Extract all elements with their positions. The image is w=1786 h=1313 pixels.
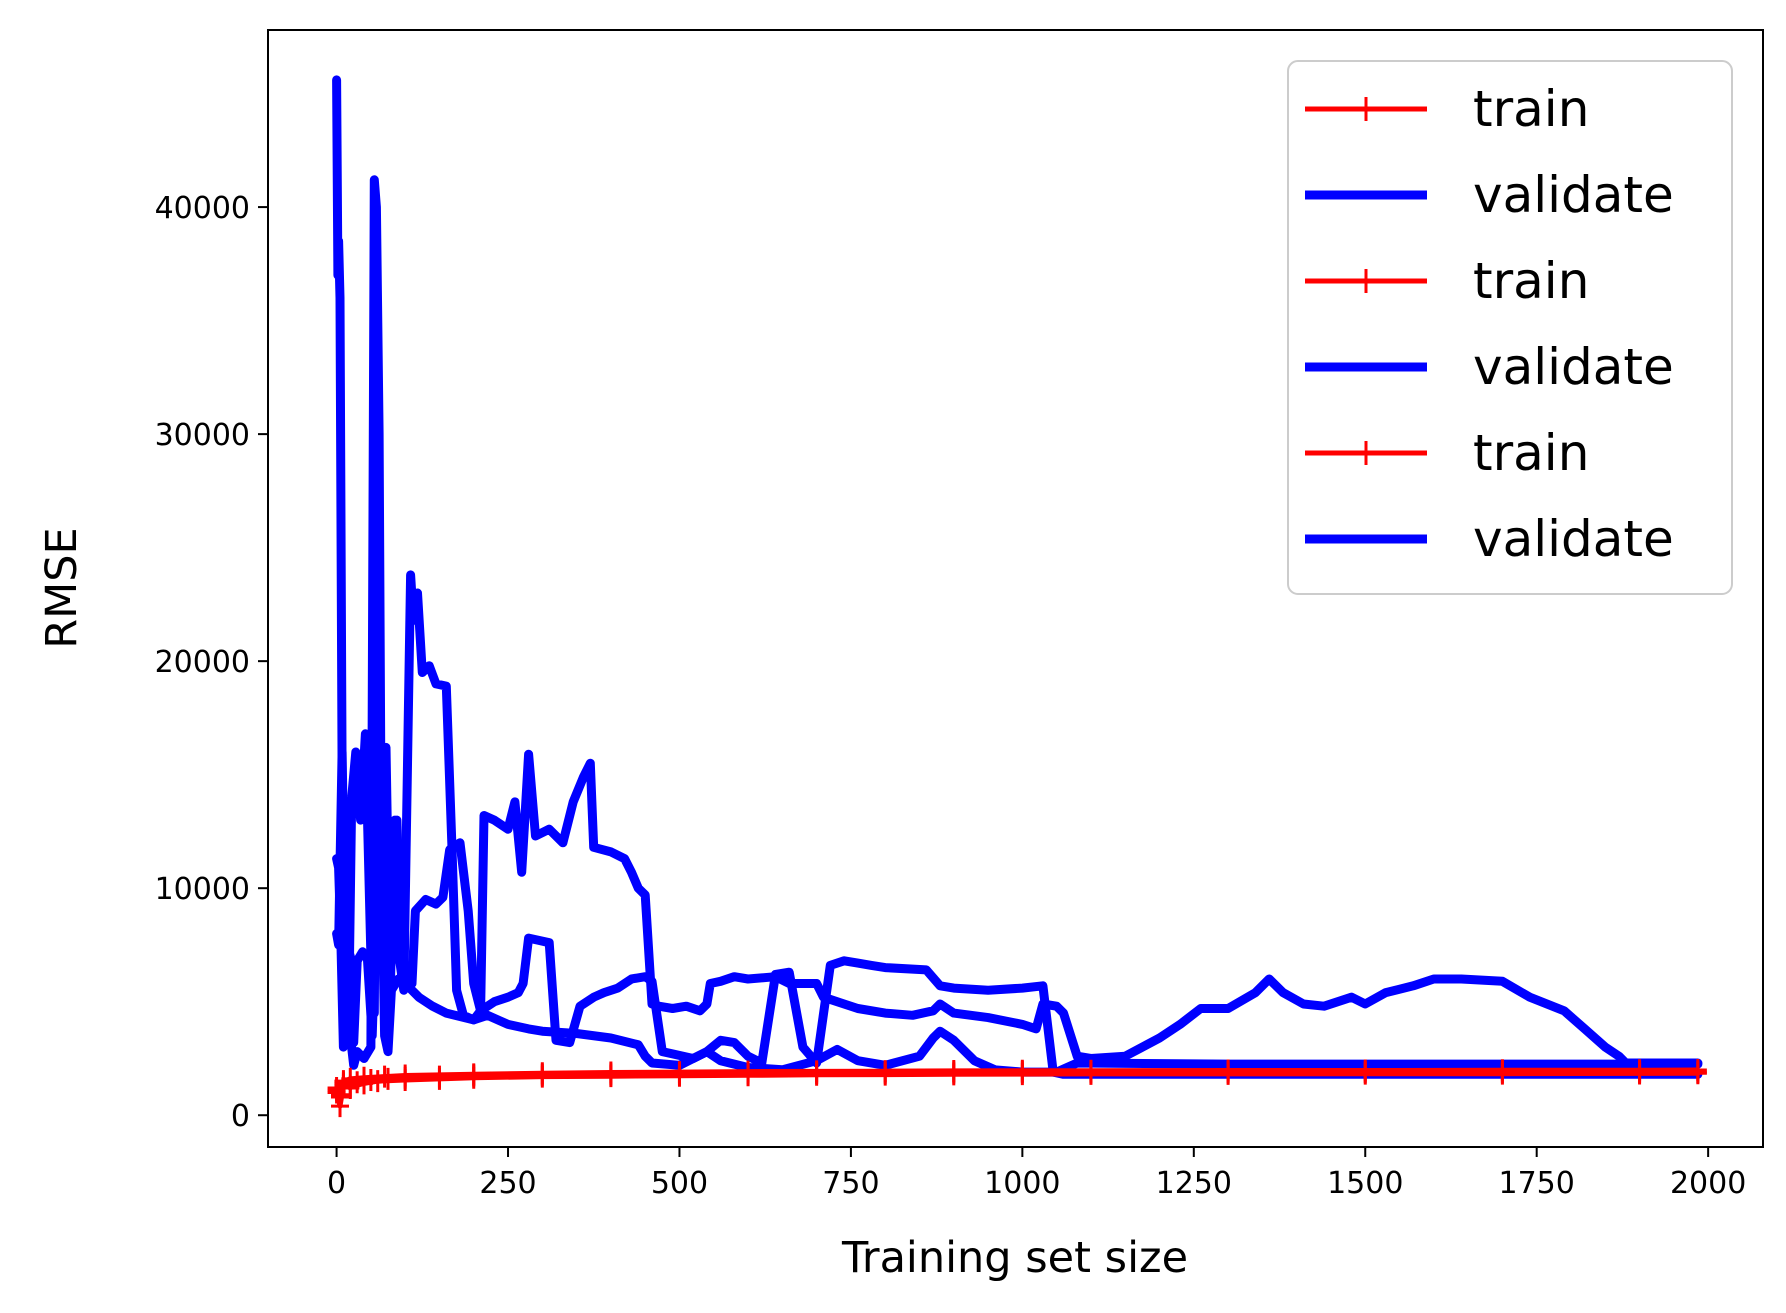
train-point-marker xyxy=(1013,1059,1032,1082)
x-tick-label: 2000 xyxy=(1670,1166,1746,1201)
legend-label-train: train xyxy=(1473,424,1589,482)
train-point-marker xyxy=(464,1063,483,1086)
x-tick-label: 500 xyxy=(651,1166,708,1201)
legend-item-validate: validate xyxy=(1305,510,1674,568)
plot-frame xyxy=(267,29,1764,1148)
series-line-validate xyxy=(332,75,1703,1077)
train-point-marker xyxy=(1356,1059,1375,1082)
legend-item-train: train xyxy=(1305,80,1589,138)
x-tick-label: 750 xyxy=(822,1166,879,1201)
x-tick-label: 1500 xyxy=(1327,1166,1403,1201)
train-point-marker xyxy=(1630,1059,1649,1082)
train-point-marker xyxy=(375,1065,394,1088)
y-axis-ticks: 0 10000 20000 30000 40000 xyxy=(155,191,268,1134)
legend-item-validate: validate xyxy=(1305,166,1674,224)
train-point-marker xyxy=(601,1061,620,1084)
y-tick-label: 10000 xyxy=(155,872,250,907)
x-axis-ticks: 0 250 500 750 1000 1250 1500 1750 2000 xyxy=(327,1147,1746,1201)
series-train-5 xyxy=(327,1059,1707,1109)
legend-label-train: train xyxy=(1473,80,1589,138)
y-tick-label: 40000 xyxy=(155,191,250,226)
x-tick-label: 250 xyxy=(479,1166,536,1201)
legend-item-train: train xyxy=(1305,252,1589,310)
train-point-marker xyxy=(331,1086,350,1109)
series-layer xyxy=(327,75,1707,1118)
y-tick-label: 0 xyxy=(231,1099,250,1134)
y-tick-label: 20000 xyxy=(155,645,250,680)
x-tick-label: 1750 xyxy=(1499,1166,1575,1201)
legend-item-train: train xyxy=(1305,424,1589,482)
y-axis-title: RMSE xyxy=(37,527,87,648)
legend-label-train: train xyxy=(1473,252,1589,310)
train-point-marker xyxy=(396,1064,415,1087)
train-point-marker xyxy=(1219,1059,1238,1082)
train-point-marker xyxy=(944,1059,963,1082)
train-point-marker xyxy=(430,1067,449,1090)
train-point-marker xyxy=(533,1062,552,1085)
train-point-marker xyxy=(807,1060,826,1083)
train-point-marker xyxy=(355,1066,374,1089)
x-tick-label: 1000 xyxy=(984,1166,1060,1201)
series-validate-6 xyxy=(332,815,1703,1079)
train-point-marker xyxy=(876,1060,895,1083)
legend-item-validate: validate xyxy=(1305,338,1674,396)
train-point-marker xyxy=(739,1060,758,1083)
y-tick-label: 30000 xyxy=(155,418,250,453)
legend: train validate train validate train validate xyxy=(1287,60,1733,595)
legend-label-validate: validate xyxy=(1473,510,1674,568)
train-point-marker xyxy=(1081,1059,1100,1082)
x-tick-label: 1250 xyxy=(1156,1166,1232,1201)
train-point-marker xyxy=(1688,1059,1707,1082)
train-point-marker xyxy=(670,1061,689,1084)
legend-label-validate: validate xyxy=(1473,166,1674,224)
x-axis-title: Training set size xyxy=(841,1233,1188,1283)
series-validate-2 xyxy=(332,75,1703,1077)
legend-label-validate: validate xyxy=(1473,338,1674,396)
series-line-validate xyxy=(332,815,1703,1079)
x-tick-label: 0 xyxy=(327,1166,346,1201)
train-point-marker xyxy=(1493,1059,1512,1082)
